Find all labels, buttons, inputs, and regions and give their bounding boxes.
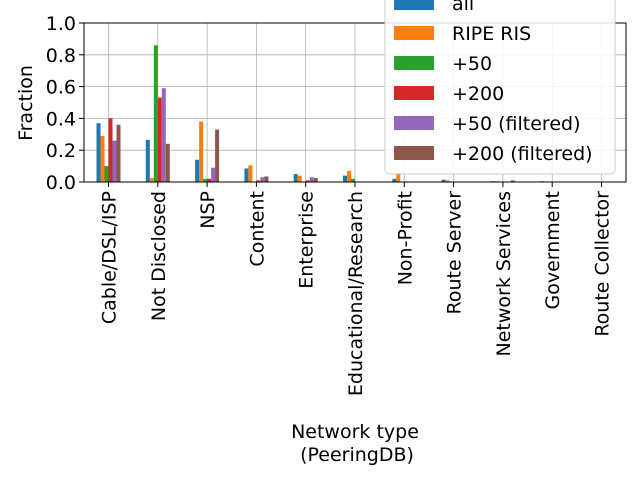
x-axis-label-line2: (PeeringDB) bbox=[300, 444, 414, 466]
x-tick-label: Cable/DSL/ISP bbox=[99, 191, 121, 324]
bar-1-3 bbox=[248, 165, 253, 182]
bar-2-5 bbox=[351, 178, 355, 182]
legend-label: +200 bbox=[452, 83, 504, 105]
bar-5-3 bbox=[264, 176, 269, 182]
bar-1-2 bbox=[199, 121, 204, 182]
x-tick-label: Network Services bbox=[493, 191, 515, 357]
bar-3-1 bbox=[157, 97, 162, 182]
x-tick-label: Non-Profit bbox=[394, 191, 416, 285]
bar-0-7 bbox=[441, 179, 446, 182]
legend-swatch bbox=[394, 26, 434, 40]
legend-swatch bbox=[394, 86, 434, 100]
legend-label: +50 (filtered) bbox=[452, 113, 581, 135]
bar-2-0 bbox=[104, 166, 109, 182]
bar-0-6 bbox=[392, 178, 397, 182]
y-tick-label: 0.4 bbox=[46, 108, 76, 130]
bar-5-2 bbox=[215, 129, 220, 182]
y-axis-label: Fraction bbox=[15, 65, 37, 141]
y-tick-label: 1.0 bbox=[46, 13, 76, 35]
bar-0-5 bbox=[343, 175, 347, 182]
bar-3-0 bbox=[108, 118, 113, 182]
bar-5-8 bbox=[510, 180, 515, 182]
bar-4-3 bbox=[260, 177, 265, 182]
x-tick-label: Route Collector bbox=[592, 191, 614, 337]
bar-2-2 bbox=[203, 178, 208, 182]
x-tick-label: NSP bbox=[197, 191, 219, 229]
x-tick-label: Route Server bbox=[444, 191, 466, 315]
x-tick-label: Government bbox=[542, 191, 564, 310]
legend-swatch bbox=[394, 146, 434, 160]
x-axis-label-line1: Network type bbox=[291, 421, 419, 443]
x-ticks: Cable/DSL/ISP Not Disclosed NSP Content Ente… bbox=[99, 182, 614, 396]
bar-0-4 bbox=[293, 174, 298, 182]
bar-5-4 bbox=[313, 178, 318, 182]
bar-1-6 bbox=[396, 172, 401, 182]
legend-frame bbox=[384, 0, 616, 175]
legend-swatch bbox=[394, 0, 434, 10]
legend-swatch bbox=[394, 56, 434, 70]
bar-4-1 bbox=[161, 88, 166, 182]
bar-4-4 bbox=[309, 177, 314, 182]
y-tick-label: 0.2 bbox=[46, 140, 76, 162]
bar-2-1 bbox=[153, 45, 158, 183]
legend-swatch bbox=[394, 116, 434, 130]
bar-0-3 bbox=[244, 168, 249, 182]
bar-4-2 bbox=[211, 167, 216, 182]
x-tick-label: Educational/Research bbox=[345, 191, 367, 396]
legend-label: RIPE RIS bbox=[452, 23, 531, 45]
bar-0-2 bbox=[195, 159, 200, 182]
bar-1-4 bbox=[297, 175, 302, 182]
x-tick-label: Content bbox=[246, 191, 268, 267]
bar-3-3 bbox=[256, 180, 261, 182]
bar-5-1 bbox=[165, 143, 170, 182]
legend: all RIPE RIS +50 +200 +50 (filtered) +200 (fi… bbox=[384, 0, 616, 175]
legend-label: all bbox=[452, 0, 474, 15]
bar-3-2 bbox=[207, 178, 212, 182]
bar-0-1 bbox=[145, 139, 150, 182]
y-tick-label: 0.0 bbox=[46, 172, 76, 194]
legend-label: +200 (filtered) bbox=[452, 143, 593, 165]
x-tick-label: Enterprise bbox=[296, 191, 318, 289]
bar-1-7 bbox=[445, 180, 450, 182]
bar-1-1 bbox=[149, 178, 154, 182]
bar-5-0 bbox=[116, 124, 121, 182]
y-tick-label: 0.6 bbox=[46, 77, 76, 99]
bar-1-0 bbox=[100, 135, 105, 182]
bar-3-4 bbox=[305, 180, 310, 182]
bars bbox=[96, 45, 594, 183]
y-ticks: 0.0 0.2 0.4 0.6 0.8 1.0 bbox=[46, 13, 84, 194]
bar-0-0 bbox=[96, 123, 101, 182]
bar-1-5 bbox=[347, 170, 351, 182]
bar-4-0 bbox=[112, 140, 117, 182]
y-tick-label: 0.8 bbox=[46, 45, 76, 67]
x-tick-label: Not Disclosed bbox=[148, 191, 170, 321]
legend-label: +50 bbox=[452, 53, 492, 75]
